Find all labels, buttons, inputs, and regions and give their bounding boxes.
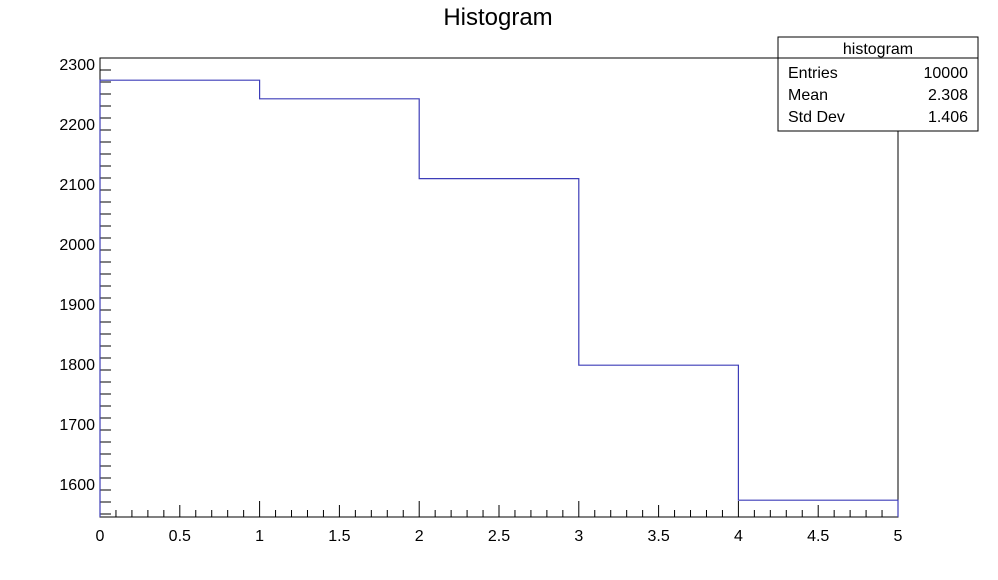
stats-box-frame bbox=[777, 36, 979, 132]
x-tick-label: 5 bbox=[894, 528, 903, 545]
stats-box: histogram Entries 10000 Mean 2.308 Std D… bbox=[777, 36, 979, 132]
chart-title: Histogram bbox=[443, 4, 552, 31]
x-axis: 0 0.5 1 1.5 2 2.5 3 3.5 4 4.5 5 bbox=[96, 501, 903, 545]
x-tick-label: 0 bbox=[96, 528, 105, 545]
y-tick-label: 2100 bbox=[59, 177, 95, 194]
x-tick-label: 1.5 bbox=[328, 528, 350, 545]
x-tick-label: 3 bbox=[574, 528, 583, 545]
x-tick-label: 2 bbox=[415, 528, 424, 545]
x-tick-label: 0.5 bbox=[169, 528, 191, 545]
y-axis: 1600 1700 1800 1900 2000 2100 2200 2300 bbox=[59, 57, 111, 515]
histogram-bin bbox=[260, 99, 420, 517]
stats-mean-label: Mean bbox=[788, 87, 828, 104]
y-tick-label: 1800 bbox=[59, 357, 95, 374]
x-tick-label: 3.5 bbox=[647, 528, 669, 545]
y-tick-label: 2200 bbox=[59, 117, 95, 134]
x-tick-label: 4.5 bbox=[807, 528, 829, 545]
stats-stddev-value: 1.406 bbox=[928, 109, 968, 126]
histogram-bin bbox=[738, 500, 898, 517]
histogram-series-line bbox=[99, 79, 899, 517]
y-tick-label: 1700 bbox=[59, 417, 95, 434]
x-tick-label: 2.5 bbox=[488, 528, 510, 545]
y-tick-label: 2000 bbox=[59, 237, 95, 254]
y-tick-label: 1600 bbox=[59, 477, 95, 494]
y-tick-label: 2300 bbox=[59, 57, 95, 74]
histogram-bin bbox=[579, 365, 739, 517]
x-tick-label: 4 bbox=[734, 528, 743, 545]
histogram-bin bbox=[100, 80, 260, 517]
x-tick-label: 1 bbox=[255, 528, 264, 545]
stats-entries-label: Entries bbox=[788, 65, 838, 82]
stats-entries-value: 10000 bbox=[924, 65, 969, 82]
y-tick-label: 1900 bbox=[59, 297, 95, 314]
histogram-bin bbox=[419, 179, 579, 517]
stats-box-title: histogram bbox=[843, 41, 913, 58]
stats-mean-value: 2.308 bbox=[928, 87, 968, 104]
stats-stddev-label: Std Dev bbox=[788, 109, 845, 126]
histogram-bins bbox=[100, 80, 898, 517]
